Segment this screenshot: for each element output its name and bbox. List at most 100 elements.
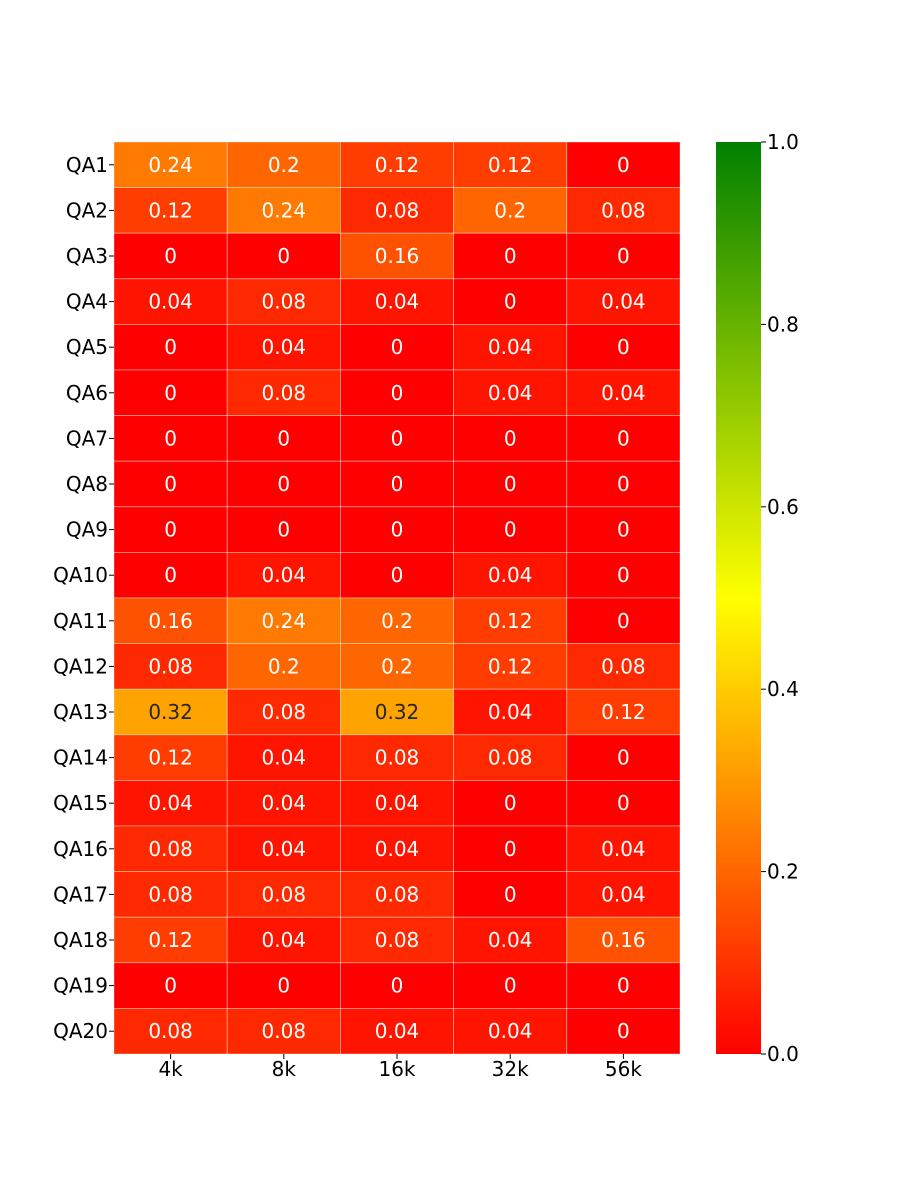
- heatmap-cell: [566, 688, 681, 736]
- heatmap-cell: [226, 460, 341, 508]
- cell-value-label: 0.08: [375, 882, 420, 906]
- cell-value-label: 0.12: [148, 746, 193, 770]
- heatmap-cell: [226, 780, 341, 827]
- y-tick-label: QA12: [53, 654, 108, 678]
- heatmap-cell: [453, 1008, 568, 1055]
- heatmap-cell: [226, 871, 341, 918]
- cell-value-label: 0.08: [148, 654, 193, 678]
- cell-value-label: 0.12: [148, 198, 193, 222]
- cell-value-label: 0: [617, 244, 630, 268]
- y-tick-label: QA4: [66, 290, 108, 314]
- colorbar-tick-label: 0.0: [767, 1042, 799, 1066]
- heatmap-cell: [453, 916, 568, 964]
- heatmap-cell: [453, 734, 568, 781]
- y-tick-label: QA10: [53, 563, 108, 587]
- colorbar-tick-label: 1.0: [767, 130, 799, 154]
- heatmap-cell: [566, 141, 681, 188]
- y-tick-label: QA3: [66, 244, 108, 268]
- cell-value-label: 0: [617, 472, 630, 496]
- cell-value-label: 0.08: [262, 290, 307, 314]
- heatmap-cell: [113, 597, 228, 644]
- cell-value-label: 0.04: [488, 381, 533, 405]
- y-tick-label: QA20: [53, 1019, 108, 1043]
- cell-value-label: 0.12: [375, 153, 420, 177]
- cell-value-label: 0: [504, 426, 517, 450]
- cell-value-label: 0.08: [262, 1019, 307, 1043]
- cell-value-label: 0.04: [262, 563, 307, 587]
- x-tick-label: 8k: [272, 1057, 297, 1081]
- heatmap-cell: [339, 323, 454, 371]
- y-tick-label: QA19: [53, 974, 108, 998]
- cell-value-label: 0: [504, 882, 517, 906]
- y-tick-label: QA5: [66, 335, 108, 359]
- colorbar-gradient: [716, 142, 761, 1054]
- heatmap-cell: [339, 552, 454, 599]
- heatmap-cell: [113, 415, 228, 462]
- heatmap-cell: [453, 780, 568, 827]
- heatmap-cell: [566, 506, 681, 553]
- heatmap-cell: [566, 1008, 681, 1055]
- cell-value-label: 0: [617, 609, 630, 633]
- cell-value-label: 0: [277, 244, 290, 268]
- cell-value-label: 0: [277, 426, 290, 450]
- cell-value-label: 0: [164, 472, 177, 496]
- cell-value-label: 0.2: [494, 198, 526, 222]
- heatmap-cell: [566, 916, 681, 964]
- cell-value-label: 0.08: [375, 198, 420, 222]
- cell-value-label: 0: [617, 974, 630, 998]
- heatmap-cell: [566, 232, 681, 280]
- cell-value-label: 0.04: [148, 290, 193, 314]
- x-tick-label: 56k: [605, 1057, 642, 1081]
- cell-value-label: 0: [617, 153, 630, 177]
- cell-value-label: 0.16: [601, 928, 646, 952]
- heatmap-cell: [566, 734, 681, 781]
- heatmap-cell: [339, 871, 454, 918]
- y-tick-label: QA7: [66, 426, 108, 450]
- cell-value-label: 0: [277, 974, 290, 998]
- heatmap-cell: [453, 460, 568, 508]
- cell-value-label: 0.04: [601, 290, 646, 314]
- cell-value-label: 0.12: [488, 153, 533, 177]
- cell-value-label: 0: [277, 472, 290, 496]
- heatmap-cell: [566, 415, 681, 462]
- cell-value-label: 0.04: [601, 837, 646, 861]
- heatmap-cell: [339, 278, 454, 325]
- cell-value-label: 0: [164, 518, 177, 542]
- heatmap-cell: [566, 871, 681, 918]
- heatmap-cell: [339, 825, 454, 872]
- cell-value-label: 0.32: [375, 700, 420, 724]
- heatmap-cell: [339, 643, 454, 690]
- heatmap-cell: [339, 141, 454, 188]
- x-tick-label: 4k: [158, 1057, 183, 1081]
- y-axis: QA1 QA2 QA3 QA4 QA5 QA6 QA7 QA8 QA9 QA10 QA11 QA12 Q…: [53, 153, 114, 1043]
- heatmap-cell: [226, 643, 341, 690]
- cell-value-label: 0.04: [375, 837, 420, 861]
- heatmap-cell: [453, 232, 568, 280]
- cell-value-label: 0: [617, 335, 630, 359]
- cell-value-label: 0: [504, 974, 517, 998]
- cell-value-label: 0.08: [262, 882, 307, 906]
- cell-value-label: 0: [504, 290, 517, 314]
- colorbar-tick-label: 0.2: [767, 860, 799, 884]
- cell-value-label: 0.16: [375, 244, 420, 268]
- heatmap-cell: [566, 962, 681, 1009]
- cell-value-label: 0: [164, 426, 177, 450]
- cell-value-label: 0: [164, 381, 177, 405]
- cell-value-label: 0.12: [148, 928, 193, 952]
- cell-value-label: 0.08: [148, 837, 193, 861]
- cell-value-label: 0.04: [262, 928, 307, 952]
- heatmap-cell: [453, 643, 568, 690]
- cell-value-label: 0: [617, 1019, 630, 1043]
- cell-value-label: 0.12: [488, 654, 533, 678]
- heatmap-cell: [226, 369, 341, 416]
- cell-value-label: 0.04: [262, 746, 307, 770]
- heatmap-cell: [339, 506, 454, 553]
- y-tick-label: QA9: [66, 518, 108, 542]
- cell-value-label: 0.04: [375, 791, 420, 815]
- heatmap-cell: [339, 1008, 454, 1055]
- cell-value-label: 0.2: [268, 654, 300, 678]
- cell-value-label: 0.24: [262, 609, 307, 633]
- cell-value-label: 0: [617, 426, 630, 450]
- cell-value-label: 0.04: [375, 1019, 420, 1043]
